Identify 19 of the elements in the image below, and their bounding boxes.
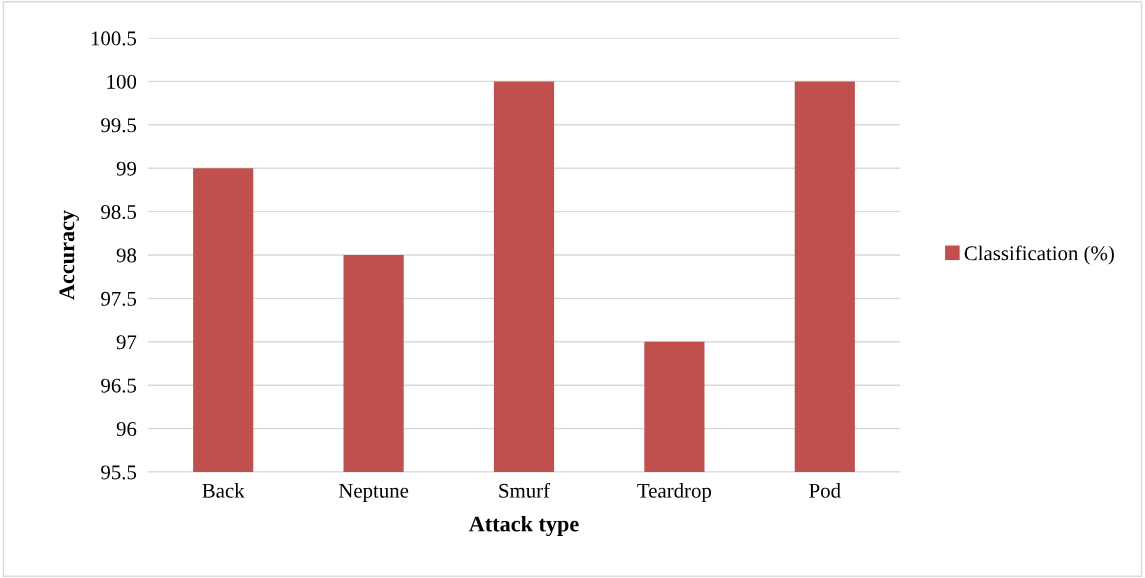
y-tick-label: 98.5 xyxy=(101,204,137,220)
y-tick-label: 95.5 xyxy=(101,465,137,480)
y-tick-label: 99 xyxy=(116,161,137,176)
x-tick-label: Smurf xyxy=(499,482,551,498)
x-tick-label: Teardrop xyxy=(637,483,712,502)
y-tick-label: 100.5 xyxy=(91,31,137,46)
x-tick-label: Pod xyxy=(809,483,841,498)
y-tick-label: 97 xyxy=(116,335,137,350)
y-axis-title: Accuracy xyxy=(59,210,79,300)
x-tick-label: Back xyxy=(202,483,245,498)
y-tick-label: 99.5 xyxy=(101,118,137,133)
y-tick-label: 100 xyxy=(107,74,137,89)
y-tick-label: 96.5 xyxy=(101,378,137,393)
y-tick-label: 96 xyxy=(116,422,137,437)
x-axis-title: Attack type xyxy=(468,515,579,537)
y-tick-label: 98 xyxy=(116,248,137,263)
x-tick-label: Neptune xyxy=(338,483,409,502)
legend-label: Classification (%) xyxy=(964,245,1114,265)
y-tick-label: 97.5 xyxy=(101,291,137,306)
